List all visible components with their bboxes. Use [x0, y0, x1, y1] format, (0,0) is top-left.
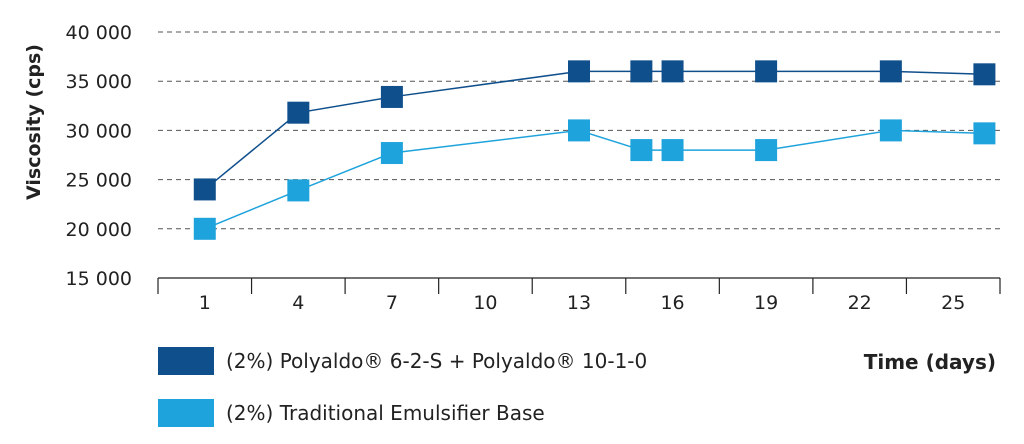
data-point-series-1 — [380, 85, 403, 108]
x-tick-label: 1 — [199, 292, 211, 314]
y-tick-labels: 40 000 35 000 30 000 25 000 20 000 15 000 — [66, 22, 132, 290]
data-point-series-1 — [630, 60, 653, 83]
data-point-series-2 — [287, 179, 310, 202]
y-axis-title-group: Viscosity (cps) — [23, 44, 45, 200]
series-lines — [193, 60, 996, 240]
x-tick-label: 19 — [754, 292, 778, 314]
legend-item-series-2: (2%) Traditional Emulsifier Base — [158, 399, 545, 427]
y-tick-label: 15 000 — [66, 268, 132, 290]
x-tick-label: 13 — [567, 292, 591, 314]
legend-item-series-1: (2%) Polyaldo® 6-2-S + Polyaldo® 10-1-0 — [158, 347, 647, 375]
x-tick-labels: 1 4 7 10 13 16 19 22 25 — [199, 292, 966, 314]
y-tick-label: 40 000 — [66, 22, 132, 44]
viscosity-line-chart: 40 000 35 000 30 000 25 000 20 000 15 000 1 4 7… — [23, 22, 1001, 314]
legend-label-series-2: (2%) Traditional Emulsifier Base — [226, 401, 545, 425]
data-point-series-1 — [193, 178, 216, 201]
data-point-series-1 — [973, 63, 996, 86]
data-point-series-2 — [630, 139, 653, 162]
x-tick-label: 10 — [473, 292, 497, 314]
data-point-series-2 — [879, 119, 902, 142]
y-tick-label: 20 000 — [66, 219, 132, 241]
x-tick-label: 25 — [941, 292, 965, 314]
data-point-series-1 — [287, 101, 310, 124]
legend-swatch-series-1 — [158, 347, 214, 375]
data-point-series-1 — [879, 60, 902, 83]
legend-swatch-series-2 — [158, 399, 214, 427]
legend-label-series-1: (2%) Polyaldo® 6-2-S + Polyaldo® 10-1-0 — [226, 349, 648, 373]
data-point-series-2 — [380, 142, 403, 165]
y-axis-title: Viscosity (cps) — [23, 44, 45, 200]
data-point-series-2 — [661, 139, 684, 162]
y-tick-label: 25 000 — [66, 170, 132, 192]
axes — [157, 277, 1001, 294]
x-tick-label: 4 — [292, 292, 304, 314]
x-tick-label: 7 — [386, 292, 398, 314]
data-point-series-2 — [193, 217, 216, 240]
x-tick-label: 22 — [848, 292, 872, 314]
x-tick-label: 16 — [660, 292, 684, 314]
data-point-series-2 — [755, 139, 778, 162]
data-point-series-1 — [755, 60, 778, 83]
y-tick-label: 30 000 — [66, 120, 132, 142]
data-point-series-2 — [568, 119, 590, 142]
x-axis-title: Time (days) — [863, 350, 996, 374]
data-point-series-1 — [661, 60, 684, 83]
y-tick-label: 35 000 — [66, 71, 132, 93]
data-point-series-2 — [973, 122, 996, 145]
data-point-series-1 — [568, 60, 590, 83]
